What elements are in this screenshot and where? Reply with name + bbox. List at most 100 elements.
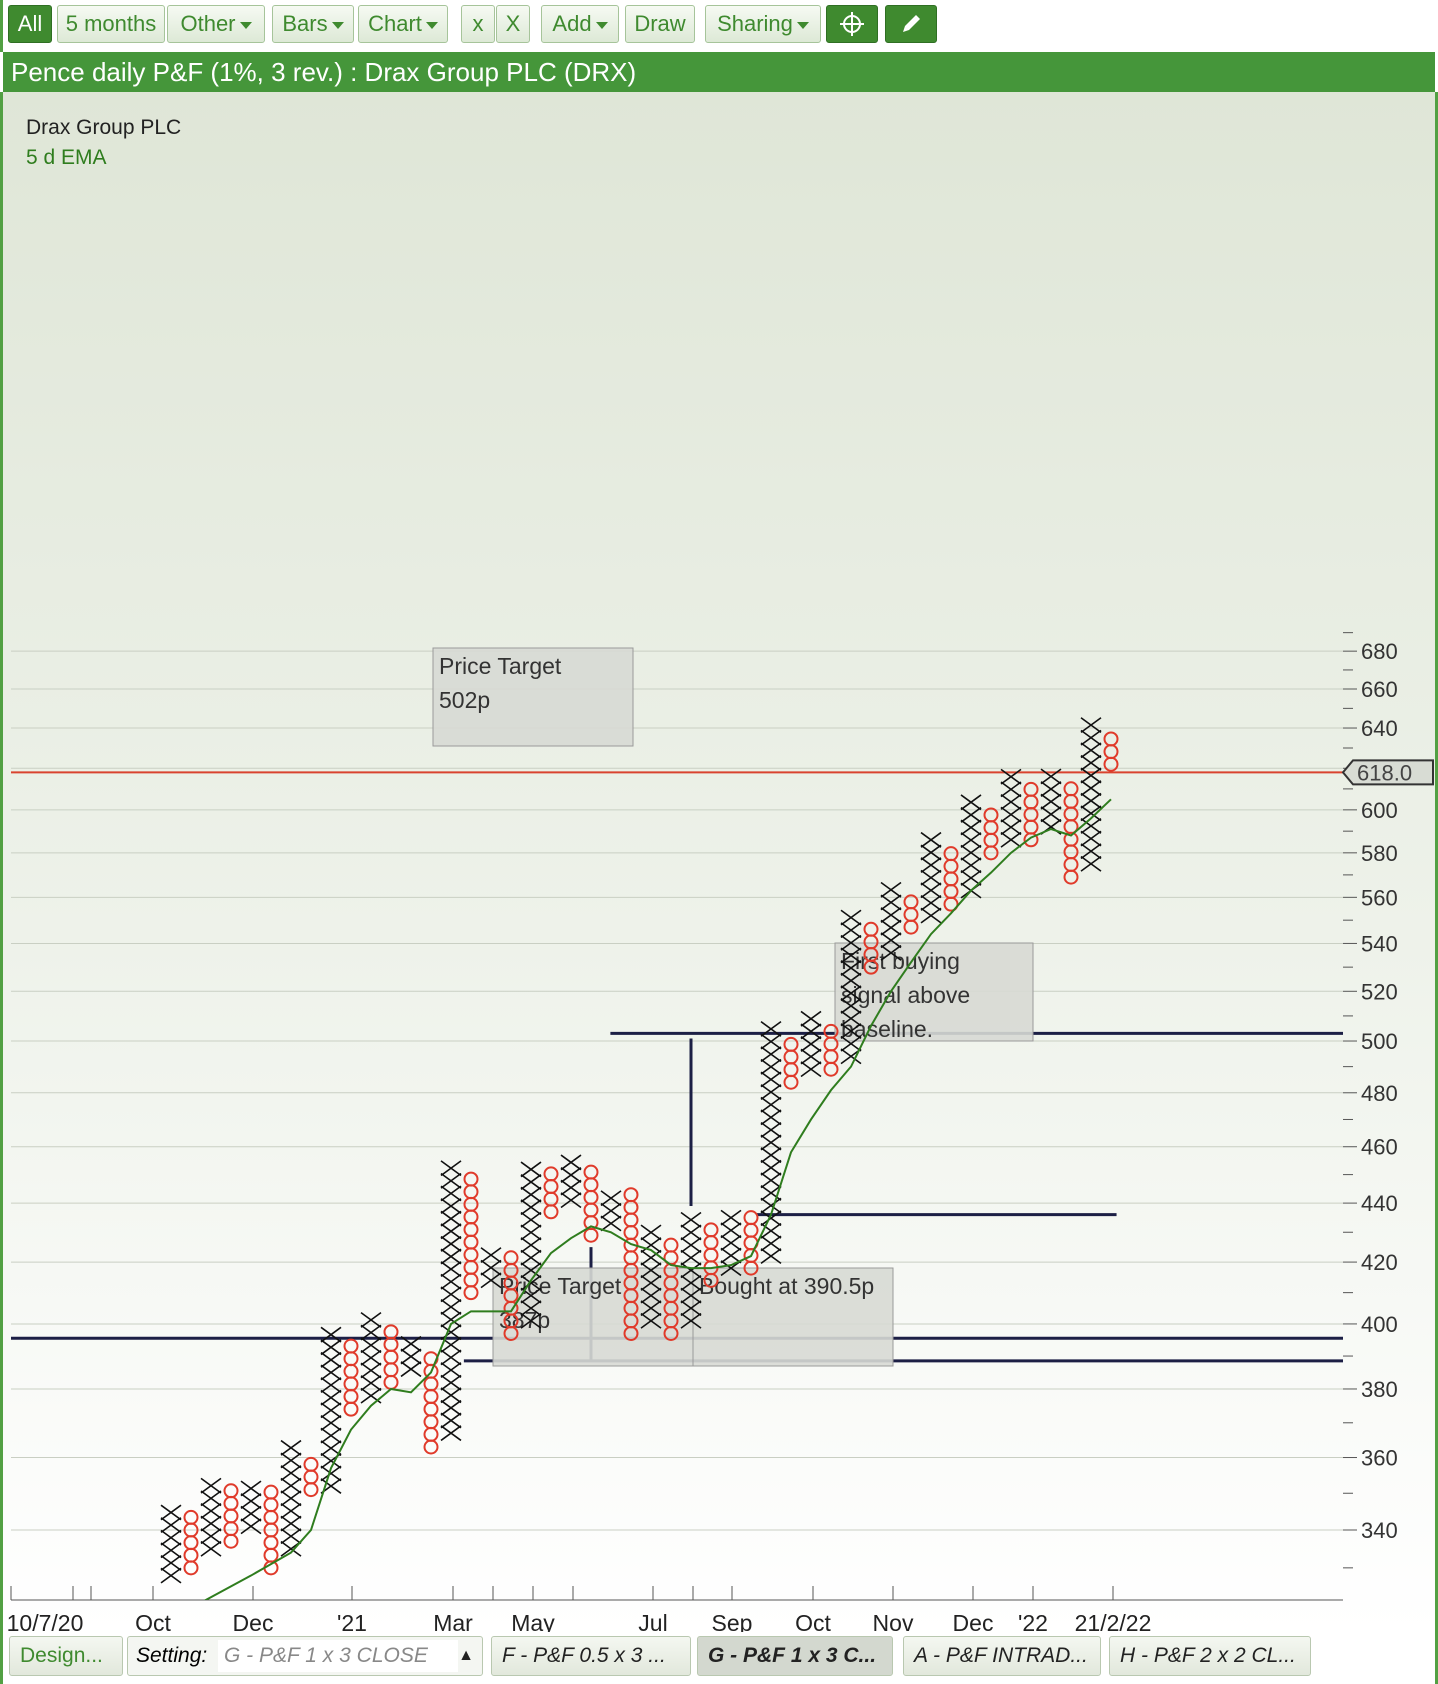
pencil-icon[interactable] <box>885 5 937 43</box>
x-box <box>1040 781 1062 797</box>
toolbar-button-label: Sharing <box>717 11 793 36</box>
x-box <box>720 1260 742 1277</box>
triangle-up-icon[interactable]: ▲ <box>458 1647 474 1664</box>
x-box <box>400 1348 422 1365</box>
toolbar-button-other[interactable]: Other <box>167 5 265 43</box>
o-column <box>1023 781 1039 848</box>
annotation-text: signal above <box>841 982 970 1008</box>
x-box <box>320 1377 342 1394</box>
o-box <box>1023 794 1039 810</box>
toolbar-button-bars[interactable]: Bars <box>272 5 354 43</box>
y-axis-ticks: 340 360 380 400 420 440 460 480 500 520 540 560 580 6… <box>1343 632 1398 1569</box>
o-box <box>623 1187 639 1203</box>
o-box <box>703 1234 719 1250</box>
o-box <box>423 1439 439 1455</box>
toolbar-button-draw[interactable]: Draw <box>625 5 695 43</box>
toolbar-button-x-lower[interactable]: x <box>461 5 495 43</box>
y-tick-label: 660 <box>1361 677 1398 702</box>
o-column <box>1103 731 1119 772</box>
o-column <box>303 1456 319 1498</box>
toolbar-button-label: x <box>472 11 484 36</box>
o-box <box>743 1222 759 1238</box>
x-box <box>840 922 862 939</box>
toolbar-button-label: Draw <box>634 11 686 36</box>
x-box <box>440 1235 462 1252</box>
x-box <box>760 1033 782 1050</box>
x-box <box>320 1351 342 1368</box>
x-box <box>440 1160 462 1177</box>
toolbar-button-sharing[interactable]: Sharing <box>705 5 821 43</box>
x-box <box>640 1274 662 1291</box>
setting-tab[interactable]: G - P&F 1 x 3 C... <box>697 1636 893 1676</box>
x-box <box>1080 818 1102 834</box>
x-box <box>1040 806 1062 823</box>
y-tick-label: 540 <box>1361 931 1398 956</box>
o-box <box>423 1401 439 1417</box>
x-box <box>320 1440 342 1457</box>
x-box <box>880 919 902 936</box>
setting-select[interactable]: Setting: ▲ <box>127 1636 483 1676</box>
x-box <box>920 844 942 861</box>
setting-input[interactable] <box>218 1640 458 1672</box>
x-column <box>400 1335 422 1378</box>
chart-area[interactable]: 340 360 380 400 420 440 460 480 500 520 540 560 580 6… <box>0 92 1438 1632</box>
x-box <box>440 1210 462 1227</box>
setting-tab[interactable]: H - P&F 2 x 2 CL... <box>1109 1636 1311 1676</box>
design-button[interactable]: Design... <box>9 1636 123 1676</box>
toolbar-button-label: 5 months <box>65 11 157 36</box>
o-box <box>583 1177 599 1193</box>
setting-tab[interactable]: A - P&F INTRAD... <box>903 1636 1101 1676</box>
o-column <box>463 1171 479 1301</box>
annotation-background <box>432 647 634 747</box>
x-box <box>960 794 982 811</box>
crosshair-icon[interactable] <box>826 5 878 43</box>
toolbar-button-5-months[interactable]: 5 months <box>57 5 165 43</box>
x-box <box>920 895 942 911</box>
x-box <box>1080 805 1102 822</box>
x-tick-label: 21/2/22 <box>1075 1610 1152 1632</box>
x-box <box>880 894 902 911</box>
x-box <box>720 1234 742 1251</box>
o-box <box>903 919 919 935</box>
x-column <box>480 1247 502 1289</box>
x-column <box>320 1326 342 1494</box>
x-box <box>640 1312 662 1329</box>
x-box <box>1000 819 1022 836</box>
x-box <box>440 1172 462 1189</box>
x-box <box>240 1505 262 1522</box>
x-tick-label: Oct <box>795 1610 831 1632</box>
x-box <box>600 1202 622 1219</box>
x-box <box>440 1223 462 1240</box>
toolbar-button-x[interactable]: X <box>496 5 530 43</box>
x-tick-label: Mar <box>433 1610 473 1632</box>
toolbar-button-chart[interactable]: Chart <box>358 5 448 43</box>
o-column <box>663 1237 679 1341</box>
o-box <box>463 1272 479 1288</box>
toolbar-button-label: Add <box>552 11 592 36</box>
x-box <box>760 1222 782 1239</box>
x-box <box>160 1529 182 1546</box>
x-box <box>1000 781 1022 798</box>
o-box <box>463 1171 479 1187</box>
o-box <box>1063 781 1079 797</box>
toolbar-button-add[interactable]: Add <box>541 5 619 43</box>
o-box <box>183 1509 199 1525</box>
x-box <box>240 1518 262 1535</box>
x-box <box>680 1262 702 1279</box>
setting-tab[interactable]: F - P&F 0.5 x 3 ... <box>491 1636 691 1676</box>
x-column <box>600 1190 622 1232</box>
toolbar-button-all[interactable]: All <box>8 5 52 43</box>
o-box <box>1063 869 1079 885</box>
o-box <box>463 1234 479 1250</box>
x-box <box>1000 831 1022 848</box>
pnf-chart[interactable]: 340 360 380 400 420 440 460 480 500 520 540 560 580 6… <box>3 92 1435 1632</box>
o-column <box>263 1484 279 1576</box>
x-box <box>640 1287 662 1304</box>
o-column <box>743 1210 759 1276</box>
x-box <box>1080 792 1102 809</box>
x-box <box>440 1273 462 1290</box>
x-box <box>520 1312 542 1329</box>
x-box <box>720 1209 742 1226</box>
x-tick-label: May <box>511 1610 555 1632</box>
x-box <box>680 1237 702 1254</box>
